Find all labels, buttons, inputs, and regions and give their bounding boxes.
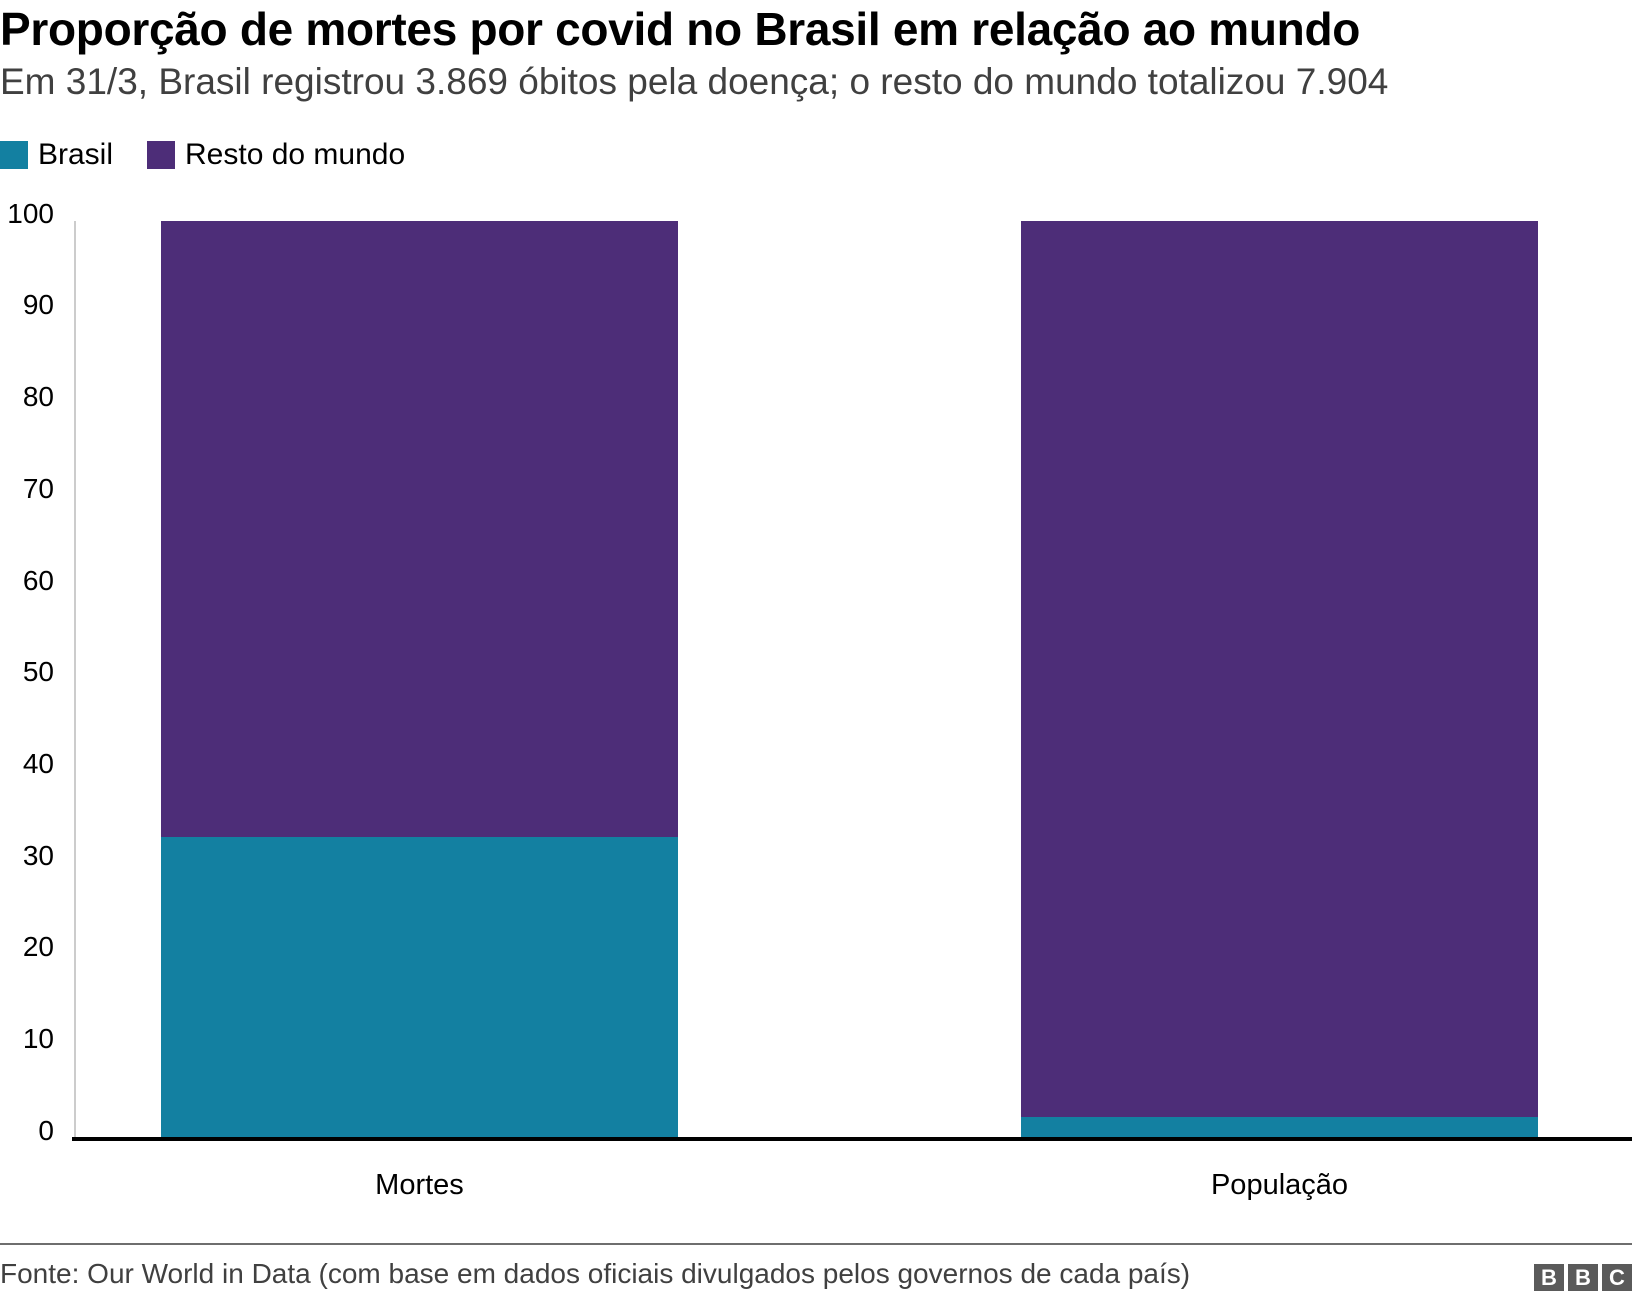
y-tick-20: 20	[22, 931, 54, 962]
y-tick-40: 40	[22, 748, 54, 779]
legend-item-brasil: Brasil	[0, 137, 113, 173]
y-tick-60: 60	[22, 565, 54, 596]
bbc-logo: B B C	[1534, 1264, 1632, 1291]
bar-populacao-brasil-segment	[1021, 1117, 1538, 1138]
x-label-populacao: População	[1210, 1169, 1349, 1201]
chart-subtitle: Em 31/3, Brasil registrou 3.869 óbitos p…	[0, 61, 1389, 102]
bar-mortes	[161, 221, 678, 1138]
legend-label-resto: Resto do mundo	[185, 138, 406, 171]
y-tick-10: 10	[22, 1023, 54, 1054]
y-axis-line	[74, 221, 76, 1138]
footer-divider	[0, 1243, 1632, 1245]
legend-label-brasil: Brasil	[38, 138, 114, 171]
y-tick-100: 100	[7, 198, 54, 229]
bbc-logo-c: C	[1602, 1264, 1632, 1291]
bar-populacao	[1021, 221, 1538, 1138]
x-label-mortes: Mortes	[375, 1169, 464, 1201]
source-note: Fonte: Our World in Data (com base em da…	[0, 1258, 1191, 1289]
bbc-logo-b2: B	[1568, 1264, 1598, 1291]
bar-mortes-resto-segment	[161, 221, 678, 837]
chart-title: Proporção de mortes por covid no Brasil …	[0, 3, 1361, 55]
y-tick-70: 70	[22, 473, 54, 504]
bar-mortes-brasil-segment	[161, 837, 678, 1138]
y-tick-80: 80	[22, 381, 54, 412]
y-tick-30: 30	[22, 840, 54, 871]
x-axis-baseline	[72, 1137, 1632, 1141]
bbc-logo-b1: B	[1534, 1264, 1564, 1291]
legend-item-resto: Resto do mundo	[147, 137, 405, 173]
legend-swatch-resto	[147, 141, 176, 169]
y-tick-90: 90	[22, 289, 54, 320]
y-tick-0: 0	[38, 1115, 54, 1146]
y-tick-50: 50	[22, 656, 54, 687]
legend: Brasil Resto do mundo	[0, 135, 439, 175]
bar-populacao-resto-segment	[1021, 221, 1538, 1117]
legend-swatch-brasil	[0, 141, 28, 169]
